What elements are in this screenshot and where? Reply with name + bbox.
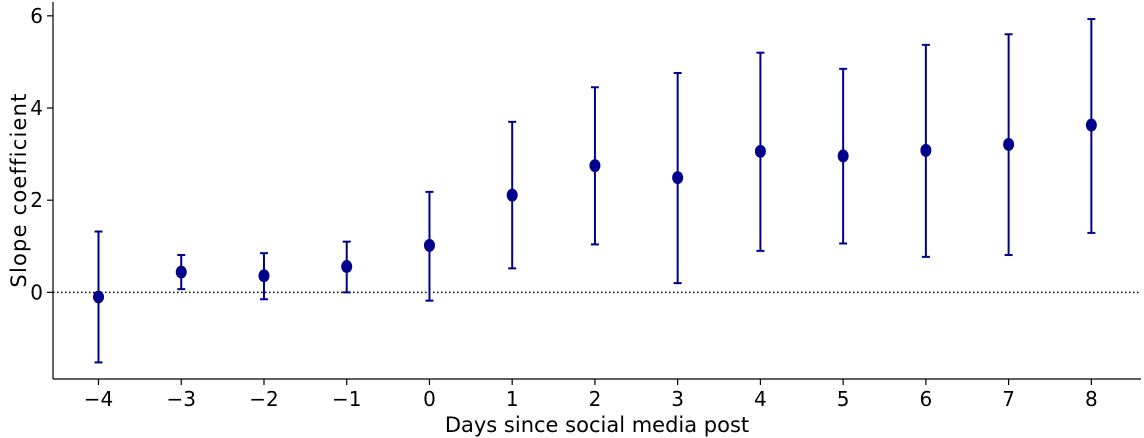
y-tick-label: 0: [30, 280, 43, 304]
y-axis-title: Slope coefficient: [7, 92, 31, 287]
x-tick-label: −1: [332, 387, 361, 411]
y-tick-label: 6: [30, 4, 43, 28]
data-point: [175, 265, 187, 279]
x-tick-label: 0: [423, 387, 436, 411]
data-point: [1003, 137, 1015, 151]
x-tick-label: 8: [1085, 387, 1098, 411]
y-ticks: 0 2 4 6: [30, 4, 53, 304]
data-point: [258, 269, 270, 283]
x-tick-label: 1: [506, 387, 519, 411]
x-tick-label: −2: [249, 387, 278, 411]
data-point: [341, 260, 353, 274]
x-tick-label: 6: [920, 387, 933, 411]
x-axis-title: Days since social media post: [445, 413, 749, 437]
data-marks: [93, 18, 1097, 364]
x-tick-label: 4: [754, 387, 767, 411]
x-ticks: −4 −3 −2 −1 0 1 2 3 4 5 6 7 8: [84, 379, 1098, 411]
x-tick-label: 3: [671, 387, 684, 411]
data-point: [754, 144, 766, 158]
x-tick-label: −4: [84, 387, 113, 411]
data-point: [589, 159, 601, 173]
x-tick-label: −3: [167, 387, 196, 411]
x-tick-label: 2: [589, 387, 602, 411]
x-tick-label: 5: [837, 387, 850, 411]
data-point: [423, 238, 435, 252]
data-point: [1085, 118, 1097, 132]
data-point: [837, 149, 849, 163]
axes: [52, 2, 1141, 380]
data-point: [506, 188, 518, 202]
y-tick-label: 4: [30, 96, 43, 120]
data-point: [672, 171, 684, 185]
data-point: [920, 143, 932, 157]
y-tick-label: 2: [30, 188, 43, 212]
x-tick-label: 7: [1002, 387, 1015, 411]
data-point: [93, 290, 105, 304]
